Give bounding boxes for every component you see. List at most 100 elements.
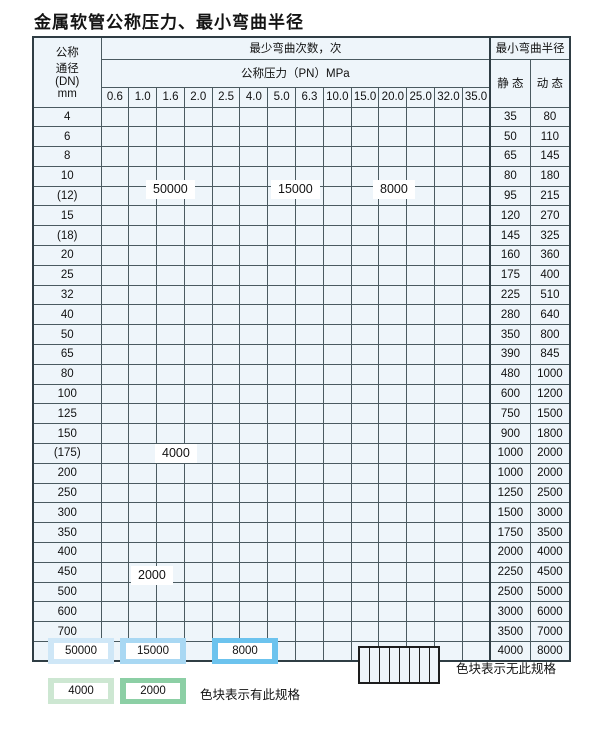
radius-static-cell: 750 [489,403,531,425]
dn-header-line-4: mm [57,88,77,101]
spec-cell-200-1.0 [128,462,158,484]
spec-cell-20-1.0 [128,245,158,266]
dn-value-cell: 25 [32,264,102,286]
spec-cell-700-2.5 [211,621,241,643]
spec-cell-6-1.6 [156,126,185,148]
dn-value-cell: 65 [32,344,102,365]
dn-value-cell: (175) [32,443,102,464]
dn-value-cell: 500 [32,581,102,603]
spec-cell-400-2.5 [211,542,241,563]
spec-cell-4-6.3 [295,106,324,128]
spec-cell-50-32.0 [434,324,463,346]
spec-cell-(12)-32.0 [434,185,463,207]
spec-cell-500-2.0 [183,581,213,603]
spec-cell-600-32.0 [434,601,463,623]
table-head: 公称 通径 (DN) mm 最少弯曲次数，次 最小弯曲半径 公称压力（PN）MP… [32,36,571,108]
spec-cell-8-10.0 [322,146,352,167]
spec-cell-40-20.0 [378,304,408,326]
spec-cell-4-20.0 [378,106,408,128]
spec-cell-400-20.0 [378,542,408,563]
spec-cell-150-2.5 [211,423,241,445]
radius-static-header: 静 态 [489,58,531,108]
callout-15000: 15000 [271,180,320,199]
spec-cell-(175)-10.0 [322,443,352,464]
dn-value-cell: 100 [32,383,102,405]
spec-cell-350-35.0 [461,522,491,544]
table-row: 500 2500 5000 [32,581,571,603]
dn-header-line-1: 公称 [55,47,79,60]
header-row-1: 公称 通径 (DN) mm 最少弯曲次数，次 最小弯曲半径 [32,36,571,108]
spec-cell-250-0.6 [100,482,130,504]
spec-cell-32-0.6 [100,284,130,306]
spec-cell-450-35.0 [461,561,491,583]
spec-cell-400-6.3 [295,542,324,563]
spec-cell-800-35.0 [461,641,491,662]
spec-cell-25-6.3 [295,264,324,286]
callout-8000: 8000 [373,180,415,199]
spec-cell-15-25.0 [406,205,436,227]
callout-4000: 4000 [155,444,197,463]
spec-cell-150-20.0 [378,423,408,445]
spec-cell-25-1.6 [156,264,185,286]
radius-dynamic-cell: 2500 [529,482,571,504]
table-row: 80 480 1000 [32,363,571,385]
pressure-col-header-1.6: 1.6 [156,86,185,108]
table-row: 15 120 270 [32,205,571,227]
spec-cell-125-2.0 [183,403,213,425]
spec-cell-8-2.5 [211,146,241,167]
spec-cell-100-5.0 [267,383,297,405]
spec-cell-(175)-20.0 [378,443,408,464]
spec-cell-65-32.0 [434,344,463,365]
spec-cell-450-25.0 [406,561,436,583]
table-row: 50 350 800 [32,324,571,346]
spec-cell-400-1.6 [156,542,185,563]
spec-cell-50-1.6 [156,324,185,346]
spec-cell-25-32.0 [434,264,463,286]
spec-cell-350-6.3 [295,522,324,544]
spec-cell-100-32.0 [434,383,463,405]
spec-cell-65-15.0 [350,344,380,365]
spec-cell-700-32.0 [434,621,463,643]
spec-cell-500-25.0 [406,581,436,603]
spec-cell-250-25.0 [406,482,436,504]
spec-cell-8-1.6 [156,146,185,167]
pressure-col-header-2.0: 2.0 [183,86,213,108]
spec-cell-450-4.0 [239,561,269,583]
spec-cell-350-32.0 [434,522,463,544]
spec-cell-500-2.5 [211,581,241,603]
dn-value-cell: 80 [32,363,102,385]
spec-cell-25-20.0 [378,264,408,286]
radius-dynamic-cell: 8000 [529,641,571,662]
spec-cell-(175)-1.0 [128,443,158,464]
radius-static-cell: 50 [489,126,531,148]
spec-cell-4-15.0 [350,106,380,128]
spec-cell-8-2.0 [183,146,213,167]
radius-static-cell: 1500 [489,502,531,524]
radius-dynamic-cell: 1500 [529,403,571,425]
legend-swatch-2000: 2000 [120,678,186,704]
spec-cell-200-32.0 [434,462,463,484]
dn-value-cell: 125 [32,403,102,425]
spec-cell-250-1.0 [128,482,158,504]
spec-cell-15-5.0 [267,205,297,227]
spec-cell-400-1.0 [128,542,158,563]
radius-static-cell: 175 [489,264,531,286]
spec-cell-32-6.3 [295,284,324,306]
spec-cell-(175)-25.0 [406,443,436,464]
spec-cell-50-2.0 [183,324,213,346]
spec-cell-800-32.0 [434,641,463,662]
spec-cell-25-2.5 [211,264,241,286]
spec-cell-350-25.0 [406,522,436,544]
spec-cell-32-4.0 [239,284,269,306]
spec-cell-600-5.0 [267,601,297,623]
radius-static-cell: 2500 [489,581,531,603]
callout-2000: 2000 [131,566,173,585]
radius-static-cell: 1750 [489,522,531,544]
spec-cell-(175)-15.0 [350,443,380,464]
dn-value-cell: 300 [32,502,102,524]
radius-dynamic-cell: 360 [529,245,571,266]
spec-cell-250-10.0 [322,482,352,504]
spec-cell-8-15.0 [350,146,380,167]
radius-static-cell: 65 [489,146,531,167]
pressure-col-header-10.0: 10.0 [322,86,352,108]
